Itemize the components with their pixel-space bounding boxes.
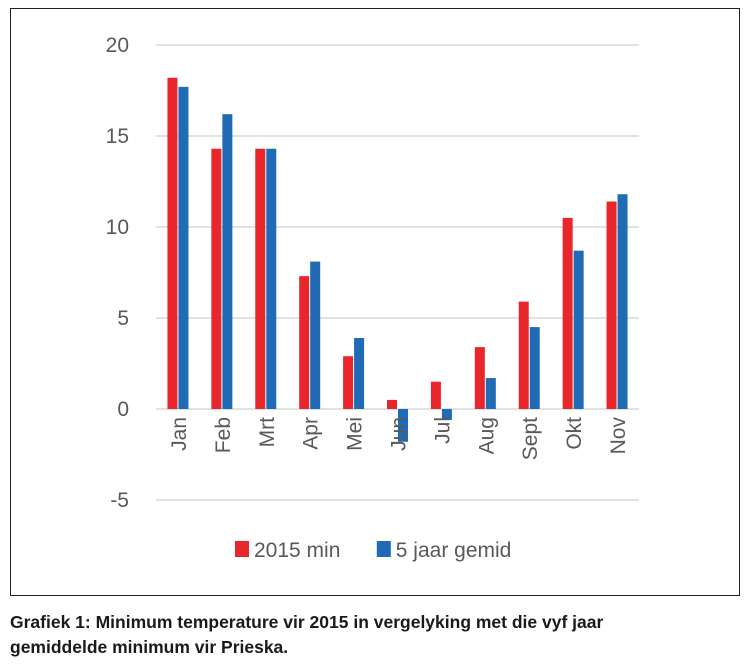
legend-swatch bbox=[376, 541, 391, 557]
bar-2015-min-okt bbox=[562, 217, 573, 409]
caption-line-2: gemiddelde minimum vir Prieska. bbox=[10, 637, 289, 657]
bar-5-jaar-gemid-jan bbox=[178, 86, 189, 410]
y-tick-label: 10 bbox=[106, 216, 129, 239]
bar-2015-min-apr bbox=[299, 276, 310, 409]
bar-5-jaar-gemid-okt bbox=[573, 250, 584, 409]
x-tick-label: Jun bbox=[388, 417, 411, 451]
x-tick-label: Jul bbox=[431, 417, 454, 444]
bar-5-jaar-gemid-jul bbox=[441, 409, 452, 420]
x-tick-label: Aug bbox=[475, 417, 498, 454]
x-tick-label: Mei bbox=[344, 417, 367, 451]
bar-2015-min-feb bbox=[211, 148, 222, 410]
bar-2015-min-nov bbox=[606, 201, 617, 409]
x-tick-label: Sept bbox=[519, 417, 542, 460]
bar-2015-min-jan bbox=[167, 77, 178, 409]
bar-5-jaar-gemid-sept bbox=[529, 327, 540, 409]
y-tick-label: -5 bbox=[110, 489, 129, 512]
bar-5-jaar-gemid-mei bbox=[354, 338, 365, 409]
bar-5-jaar-gemid-mrt bbox=[266, 148, 277, 410]
x-tick-label: Feb bbox=[212, 417, 235, 453]
bar-5-jaar-gemid-feb bbox=[222, 114, 233, 409]
x-tick-label: Nov bbox=[607, 417, 630, 455]
y-tick-label: 15 bbox=[106, 125, 129, 148]
bar-2015-min-jun bbox=[387, 399, 397, 409]
y-tick-label: 5 bbox=[117, 307, 129, 330]
legend-label: 2015 min bbox=[254, 539, 340, 562]
x-tick-label: Apr bbox=[300, 417, 323, 450]
legend-swatch bbox=[235, 541, 249, 557]
chart-frame: -5 0 5 10 15 20 Jan Feb Mrt Apr Mei Jun Jul Aug Sept Ok… bbox=[10, 8, 740, 596]
legend-label: 5 jaar gemid bbox=[396, 539, 512, 562]
y-tick-label: 20 bbox=[106, 34, 129, 57]
figure-caption: Grafiek 1: Minimum temperature vir 2015 … bbox=[10, 610, 745, 660]
bar-5-jaar-gemid-jun bbox=[398, 409, 408, 442]
bar-2015-min-aug bbox=[474, 347, 485, 409]
bar-2015-min-mrt bbox=[255, 148, 266, 410]
y-tick-label: 0 bbox=[117, 398, 129, 421]
caption-line-1: Grafiek 1: Minimum temperature vir 2015 … bbox=[10, 612, 604, 632]
bar-5-jaar-gemid-apr bbox=[310, 261, 321, 409]
x-tick-label: Mrt bbox=[256, 417, 279, 447]
bar-5-jaar-gemid-aug bbox=[485, 378, 496, 409]
bar-2015-min-sept bbox=[518, 301, 529, 409]
bar-2015-min-mei bbox=[343, 356, 354, 409]
x-tick-label: Okt bbox=[563, 417, 586, 450]
x-tick-label: Jan bbox=[168, 417, 191, 451]
bar-2015-min-jul bbox=[430, 381, 441, 409]
bar-5-jaar-gemid-nov bbox=[617, 194, 628, 409]
bar-chart: -5 0 5 10 15 20 Jan Feb Mrt Apr Mei Jun Jul Aug Sept Ok… bbox=[106, 34, 639, 562]
